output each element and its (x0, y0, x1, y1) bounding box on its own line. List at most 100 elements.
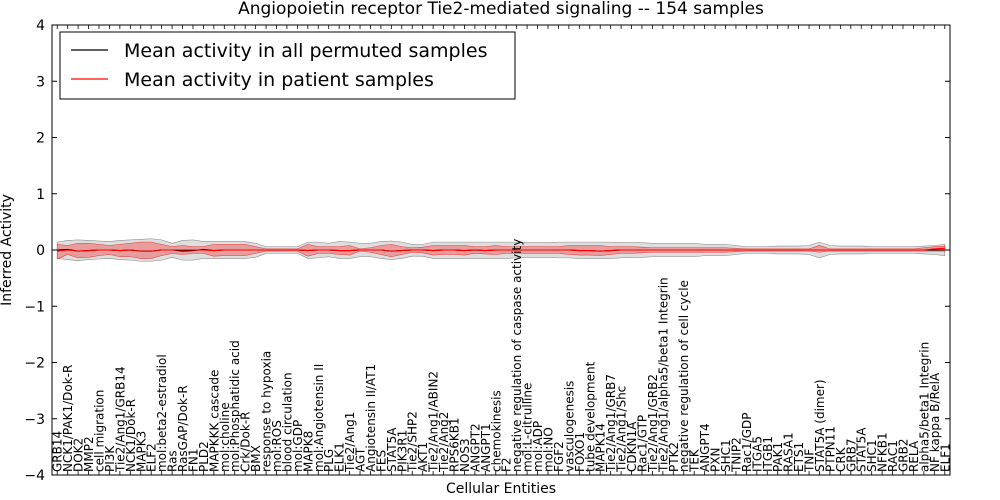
x-tick-label: response to hypoxia (260, 351, 274, 472)
x-tick-label: SHC1 (865, 439, 879, 472)
x-tick-label: NFKB1 (876, 432, 890, 472)
x-tick-label: ELF2 (145, 443, 159, 472)
x-tick-label: PXN (709, 448, 723, 472)
x-axis-title: Cellular Entities (446, 481, 556, 497)
y-tick-label: 3 (36, 74, 45, 90)
x-tick-label: ELF1 (938, 443, 952, 472)
x-tick-label: GRB14 (51, 431, 65, 472)
x-tick-label: F2 (500, 457, 514, 472)
legend-box (59, 31, 516, 100)
x-tick-label: GRB7 (844, 438, 858, 472)
x-tick-label: mol:ROS (270, 420, 284, 472)
x-tick-label: TNIP2 (729, 437, 743, 473)
plot-frame (51, 24, 951, 476)
x-tick-label: AGT (354, 447, 368, 472)
x-tick-label: negative regulation of caspase activity (510, 239, 524, 472)
x-tick-label: PLG (322, 449, 336, 472)
x-tick-label: Ras (166, 450, 180, 472)
x-tick-label: alpha5/beta1 Integrin (917, 342, 931, 472)
x-tick-label: ANGPT4 (698, 423, 712, 472)
x-tick-label: ELK1 (333, 442, 347, 472)
y-tick-label: −1 (24, 299, 45, 315)
legend: Mean activity in all permuted samples Me… (59, 31, 516, 100)
x-tick-label: PLD2 (197, 441, 211, 472)
x-tick-label: mol:ADP (531, 421, 545, 472)
x-tick-label: mol:Angiotensin II (312, 364, 326, 472)
x-tick-label: tube development (583, 361, 597, 472)
x-tick-label: RASA1 (782, 432, 796, 472)
x-tick-label: BMX (249, 445, 263, 472)
x-tick-label: NCK1/Dok-R (124, 399, 138, 472)
x-tick-label: PAK1 (771, 442, 785, 472)
x-tick-label: ITGB1 (761, 436, 775, 472)
x-tick-label: MAPK3 (134, 431, 148, 472)
x-tick-label: mol:Phosphatidic acid (228, 340, 242, 472)
x-tick-label: Tie2/SHP2 (406, 411, 420, 473)
x-tick-label: negative regulation of cell cycle (677, 280, 691, 472)
x-tick-label: Crk/Dok-R (239, 411, 253, 472)
x-tick-label: MAPK14 (594, 423, 608, 472)
y-tick-label: −2 (24, 356, 45, 372)
x-tick-label: PIK3R1 (395, 430, 409, 472)
y-tick-label: −3 (24, 412, 45, 428)
x-tick-label: SHC1 (719, 439, 733, 472)
y-tick-label: −4 (24, 468, 45, 484)
y-tick-label: 2 (36, 131, 45, 147)
x-tick-label: mol:choline (218, 402, 232, 472)
x-tick-label: vasculogenesis (562, 381, 576, 472)
x-tick-label: ANGPT1 (479, 423, 493, 472)
x-tick-label: FES (374, 450, 388, 472)
chart-title: Angiopoietin receptor Tie2-mediated sign… (238, 0, 764, 19)
x-tick-label: TEK (688, 448, 702, 473)
x-tick-label: STAT5A (dimer) (813, 379, 827, 472)
x-tick-label: FGF2 (552, 441, 566, 472)
x-axis-ticks (56, 25, 946, 475)
x-tick-label: Tie2/Ang1/ABIN2 (427, 371, 441, 473)
series-lines (57, 247, 945, 252)
x-tick-label: mol:GDP (291, 420, 305, 472)
x-tick-label: Angiotensin II/AT1 (364, 364, 378, 472)
x-tick-label: AKT1 (416, 442, 430, 472)
x-tick-label: Rac1/GTP (635, 415, 649, 472)
x-tick-label: TNF (803, 449, 817, 473)
x-tick-label: ITGA5 (750, 436, 764, 472)
x-tick-label: blood circulation (280, 372, 294, 472)
x-tick-label: Tie2/Ang1/GRB2 (646, 374, 660, 473)
x-tick-label: NF kappa B/RelA (928, 372, 942, 472)
x-tick-label: PTK2 (667, 442, 681, 472)
x-tick-label: cell migration (92, 390, 106, 472)
x-tick-label: CRK (834, 446, 848, 472)
x-tick-label: Tie2/Ang1 (343, 412, 357, 473)
x-tick-label: MMP2 (82, 436, 96, 472)
x-tick-label: RAC1 (886, 440, 900, 472)
x-tick-label: Tie2/Ang1/alpha5/beta1 Integrin (656, 277, 670, 473)
legend-label-permuted: Mean activity in all permuted samples (124, 40, 487, 62)
x-tick-label: Tie2/Ang1/GRB7 (604, 374, 618, 473)
x-tick-label: MAPK8 (301, 431, 315, 472)
x-tick-label: ANGPT2 (468, 423, 482, 472)
y-tick-label: 4 (36, 18, 45, 34)
x-tick-label: mol:beta2-estradiol (155, 354, 169, 472)
x-tick-label: RPS6KB1 (448, 417, 462, 472)
y-axis-title: Inferred Activity (0, 194, 15, 306)
x-tick-label: STAT5A (385, 427, 399, 472)
y-tick-label: 1 (36, 187, 45, 203)
x-tick-label: GRB2 (897, 438, 911, 472)
x-tick-label: mol:NO (541, 427, 555, 472)
x-tick-label: CDKN1A (625, 421, 639, 472)
y-tick-label: 0 (36, 243, 45, 259)
x-tick-label: Tie2/Ang1/GRB14 (113, 366, 127, 473)
x-tick-label: RELA (907, 440, 921, 472)
x-tick-label: PI3K (103, 445, 117, 472)
patient-mean-line (57, 247, 945, 252)
x-tick-label: DOK2 (72, 438, 86, 472)
x-tick-label: FN1 (186, 448, 200, 472)
x-tick-label: NOS3 (458, 438, 472, 472)
x-tick-label: ETS1 (792, 442, 806, 472)
x-tick-label: PTPN11 (823, 426, 837, 472)
x-tick-label: STAT5A (855, 427, 869, 472)
y-axis-ticks: 4 3 2 1 0 −1 −2 −3 −4 (24, 18, 950, 484)
x-tick-label: NCK1/PAK1/Dok-R (61, 365, 75, 472)
